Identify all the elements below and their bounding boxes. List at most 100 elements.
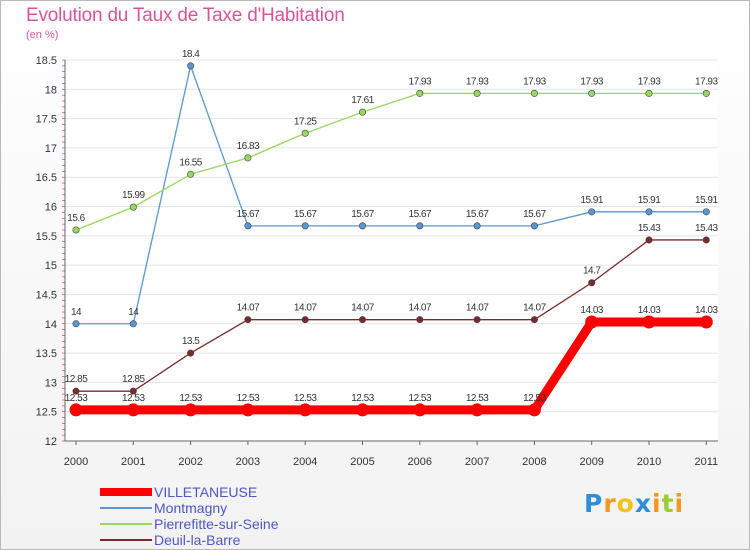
data-label-montmagny: 18.4 — [182, 49, 200, 60]
logo-letter: i — [674, 489, 685, 518]
x-tick-label: 2006 — [408, 456, 432, 468]
x-tick-label: 2000 — [64, 456, 88, 468]
data-label-deuil-la-barre: 13.5 — [182, 336, 200, 347]
series-layer — [69, 62, 713, 417]
data-point-montmagny — [645, 208, 653, 216]
data-label-pierrefitte-sur-seine: 16.55 — [179, 157, 202, 168]
data-label-pierrefitte-sur-seine: 17.93 — [523, 76, 546, 87]
legend-item: Pierrefitte-sur-Seine — [100, 516, 360, 532]
data-point-montmagny — [530, 222, 538, 230]
data-label-montmagny: 15.91 — [695, 195, 718, 206]
data-point-pierrefitte-sur-seine — [702, 89, 710, 97]
data-label-deuil-la-barre: 12.85 — [65, 374, 88, 385]
data-point-pierrefitte-sur-seine — [72, 226, 80, 234]
y-tick-label: 18 — [45, 84, 57, 96]
data-label-pierrefitte-sur-seine: 17.93 — [580, 76, 603, 87]
data-label-villetaneuse: 14.03 — [580, 305, 603, 316]
legend-label: VILLETANEUSE — [154, 484, 258, 500]
logo-letter: P — [584, 489, 604, 518]
y-tick-label: 16.5 — [36, 172, 57, 184]
legend-swatch — [100, 488, 152, 496]
x-tick-label: 2005 — [350, 456, 374, 468]
data-label-montmagny: 15.67 — [351, 209, 374, 220]
data-point-pierrefitte-sur-seine — [645, 89, 653, 97]
data-label-montmagny: 15.67 — [466, 209, 489, 220]
data-label-deuil-la-barre: 14.07 — [294, 303, 317, 314]
x-tick-label: 2011 — [694, 456, 718, 468]
data-point-deuil-la-barre — [702, 236, 710, 244]
x-tick-label: 2010 — [637, 456, 661, 468]
data-label-villetaneuse: 14.03 — [695, 305, 718, 316]
data-point-villetaneuse — [184, 403, 198, 417]
chart-subtitle: (en %) — [26, 29, 59, 41]
legend-label: Deuil-la-Barre — [154, 532, 241, 548]
data-point-villetaneuse — [69, 403, 83, 417]
data-label-villetaneuse: 12.53 — [65, 393, 88, 404]
data-point-pierrefitte-sur-seine — [187, 170, 195, 178]
series-line-montmagny — [76, 65, 707, 325]
x-tick-label: 2003 — [236, 456, 260, 468]
data-point-montmagny — [588, 208, 596, 216]
data-label-pierrefitte-sur-seine: 17.93 — [638, 76, 661, 87]
data-point-montmagny — [72, 320, 80, 328]
y-tick-label: 14 — [45, 319, 57, 331]
data-point-villetaneuse — [126, 403, 140, 417]
data-point-pierrefitte-sur-seine — [244, 154, 252, 162]
x-tick-label: 2007 — [465, 456, 489, 468]
logo-letter: o — [616, 489, 635, 518]
chart-title: Evolution du Taux de Taxe d'Habitation — [26, 5, 345, 26]
data-point-montmagny — [187, 62, 195, 70]
data-point-deuil-la-barre — [530, 316, 538, 324]
data-label-montmagny: 15.91 — [580, 195, 603, 206]
y-tick-label: 13 — [45, 377, 57, 389]
x-tick-label: 2002 — [178, 456, 202, 468]
data-point-villetaneuse — [356, 403, 369, 417]
plot-area — [65, 60, 718, 441]
data-label-villetaneuse: 12.53 — [294, 393, 317, 404]
data-point-villetaneuse — [585, 315, 599, 329]
proxiti-logo: Proxiti — [584, 489, 684, 518]
data-point-deuil-la-barre — [416, 316, 424, 324]
data-point-deuil-la-barre — [129, 387, 137, 395]
data-point-pierrefitte-sur-seine — [358, 108, 366, 116]
data-label-villetaneuse: 14.03 — [638, 305, 661, 316]
data-point-deuil-la-barre — [187, 349, 195, 357]
data-point-montmagny — [129, 320, 137, 328]
data-label-pierrefitte-sur-seine: 17.93 — [409, 76, 432, 87]
data-label-villetaneuse: 12.53 — [179, 393, 202, 404]
data-label-montmagny: 15.91 — [638, 195, 661, 206]
data-point-villetaneuse — [527, 403, 541, 417]
data-point-deuil-la-barre — [301, 316, 309, 324]
data-label-deuil-la-barre: 14.07 — [466, 303, 489, 314]
data-point-pierrefitte-sur-seine — [588, 89, 596, 97]
data-label-montmagny: 15.67 — [294, 209, 317, 220]
y-tick-label: 14.5 — [36, 289, 57, 301]
data-point-pierrefitte-sur-seine — [301, 129, 309, 137]
y-tick-label: 15 — [45, 260, 57, 272]
y-tick-label: 12 — [45, 436, 57, 448]
logo-letter: x — [634, 489, 652, 518]
data-point-montmagny — [244, 222, 252, 230]
data-label-villetaneuse: 12.53 — [409, 393, 432, 404]
data-label-villetaneuse: 12.53 — [122, 393, 145, 404]
data-label-deuil-la-barre: 15.43 — [638, 223, 661, 234]
data-label-deuil-la-barre: 14.07 — [351, 303, 374, 314]
data-point-montmagny — [416, 222, 424, 230]
data-point-villetaneuse — [413, 403, 427, 417]
legend-item: Deuil-la-Barre — [100, 532, 360, 548]
y-tick-label: 13.5 — [36, 348, 57, 360]
data-label-montmagny: 14 — [71, 307, 82, 318]
data-point-villetaneuse — [470, 403, 484, 417]
data-label-deuil-la-barre: 14.7 — [583, 266, 601, 277]
data-label-deuil-la-barre: 14.07 — [409, 303, 432, 314]
series-line-deuil-la-barre — [76, 239, 707, 392]
x-tick-label: 2009 — [579, 456, 603, 468]
y-tick-label: 15.5 — [36, 231, 57, 243]
data-point-montmagny — [473, 222, 481, 230]
data-label-villetaneuse: 12.53 — [466, 393, 489, 404]
x-tick-label: 2008 — [522, 456, 546, 468]
data-point-villetaneuse — [298, 403, 312, 417]
data-point-villetaneuse — [699, 315, 713, 329]
data-label-deuil-la-barre: 15.43 — [695, 223, 718, 234]
